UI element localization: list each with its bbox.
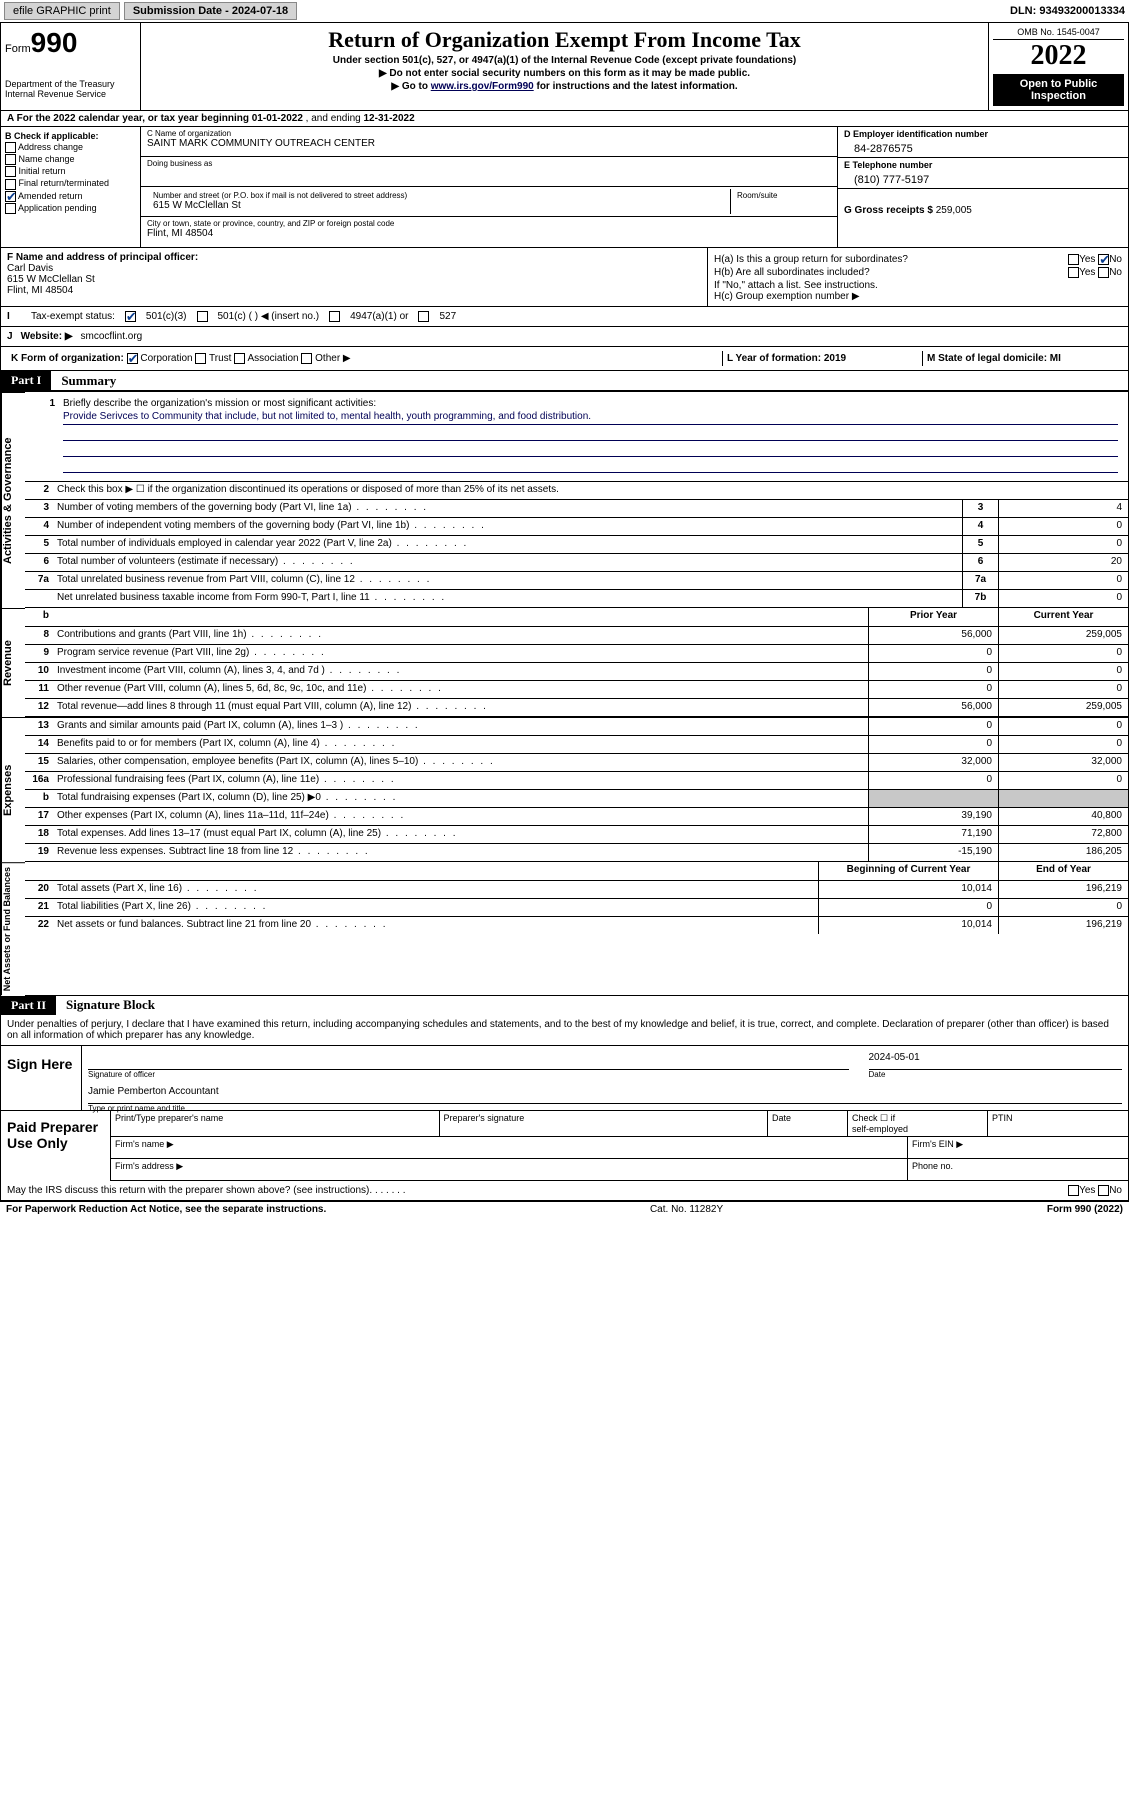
section-f: F Name and address of principal officer:… — [1, 248, 708, 306]
paid-preparer-block: Print/Type preparer's namePreparer's sig… — [111, 1111, 1128, 1181]
sign-here-label: Sign Here — [1, 1046, 81, 1110]
dept-label: Department of the Treasury Internal Reve… — [5, 79, 136, 99]
open-public-box: Open to Public Inspection — [993, 74, 1124, 106]
sig-intro: Under penalties of perjury, I declare th… — [1, 1015, 1128, 1045]
line-k: K Form of organization: Corporation Trus… — [1, 347, 1128, 371]
org-name: SAINT MARK COMMUNITY OUTREACH CENTER — [147, 138, 831, 149]
dln-text: DLN: 93493200013334 — [1010, 5, 1125, 17]
section-b: B Check if applicable: Address change Na… — [1, 127, 141, 247]
form-title: Return of Organization Exempt From Incom… — [145, 27, 984, 53]
form-number: 990 — [31, 27, 78, 58]
officer-name: Carl Davis — [7, 263, 701, 274]
form-sub3: ▶ Go to www.irs.gov/Form990 for instruct… — [145, 81, 984, 92]
discuss-row: May the IRS discuss this return with the… — [1, 1181, 1128, 1201]
mission-text: Provide Serivces to Community that inclu… — [63, 411, 1118, 425]
footer: For Paperwork Reduction Act Notice, see … — [0, 1202, 1129, 1217]
part-i-header: Part I Summary — [1, 371, 1128, 391]
section-de: D Employer identification number 84-2876… — [838, 127, 1128, 247]
efile-btn[interactable]: efile GRAPHIC print — [4, 2, 120, 20]
section-h: H(a) Is this a group return for subordin… — [708, 248, 1128, 306]
form-sub1: Under section 501(c), 527, or 4947(a)(1)… — [145, 55, 984, 66]
netassets-block: Beginning of Current Year End of Year 20… — [25, 862, 1128, 995]
form-sub2: ▶ Do not enter social security numbers o… — [145, 68, 984, 79]
part-ii-header: Part II Signature Block — [1, 996, 1128, 1015]
omb-label: OMB No. 1545-0047 — [993, 27, 1124, 40]
form-title-block: Return of Organization Exempt From Incom… — [141, 23, 988, 110]
submission-date-btn[interactable]: Submission Date - 2024-07-18 — [124, 2, 297, 20]
website: smcocflint.org — [81, 331, 143, 342]
sign-here-block: Signature of officer 2024-05-01Date Jami… — [81, 1046, 1128, 1110]
year-block: OMB No. 1545-0047 2022 Open to Public In… — [988, 23, 1128, 110]
gross-receipts: 259,005 — [936, 205, 972, 216]
line-j: J Website: ▶ smcocflint.org — [1, 327, 1128, 347]
vlabel-expenses: Expenses — [1, 717, 25, 862]
city-state-zip: Flint, MI 48504 — [147, 228, 831, 239]
line-i: I Tax-exempt status: 501(c)(3) 501(c) ( … — [1, 307, 1128, 327]
vlabel-netassets: Net Assets or Fund Balances — [1, 862, 25, 995]
tax-year: 2022 — [993, 40, 1124, 72]
ein: 84-2876575 — [844, 139, 1122, 155]
revenue-block: b Prior Year Current Year 8Contributions… — [25, 608, 1128, 717]
vlabel-governance: Activities & Governance — [1, 392, 25, 608]
form-word: Form — [5, 43, 31, 55]
expenses-block: 13Grants and similar amounts paid (Part … — [25, 717, 1128, 862]
paid-preparer-label: Paid Preparer Use Only — [1, 1111, 111, 1181]
telephone: (810) 777-5197 — [844, 170, 1122, 186]
street-address: 615 W McClellan St — [153, 200, 724, 211]
form-id-block: Form990 Department of the Treasury Inter… — [1, 23, 141, 110]
amended-check — [5, 191, 16, 202]
vlabel-revenue: Revenue — [1, 608, 25, 717]
section-c: C Name of organization SAINT MARK COMMUN… — [141, 127, 838, 247]
governance-block: 1 Briefly describe the organization's mi… — [25, 392, 1128, 608]
officer-name-typed: Jamie Pemberton Accountant — [88, 1086, 219, 1097]
sig-date: 2024-05-01 — [869, 1052, 920, 1063]
irs-link[interactable]: www.irs.gov/Form990 — [431, 81, 534, 92]
line-a: A For the 2022 calendar year, or tax yea… — [1, 111, 1128, 127]
